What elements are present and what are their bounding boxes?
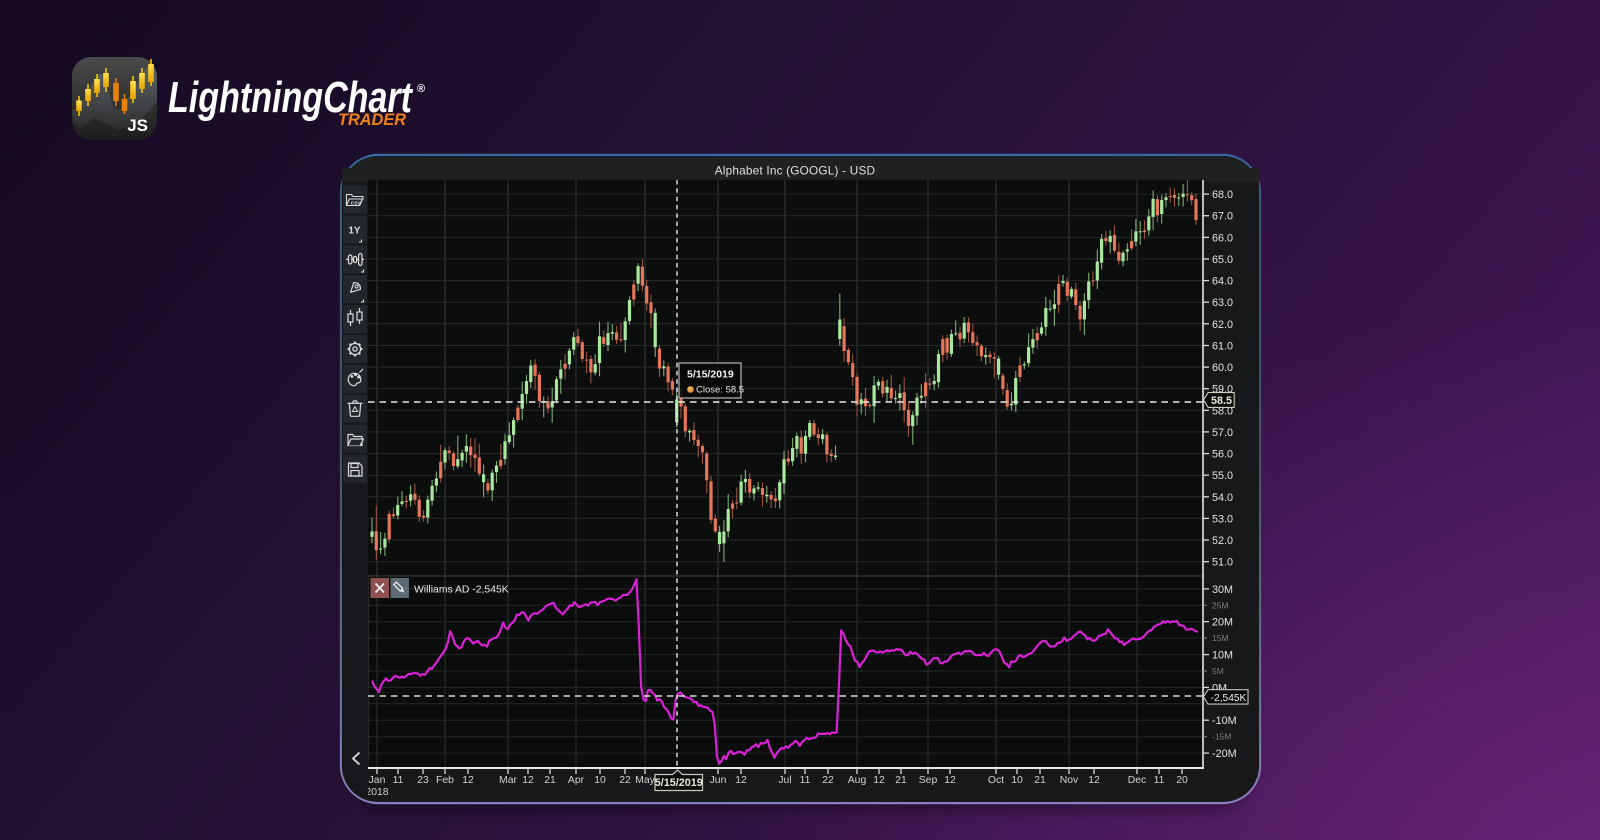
svg-text:2018: 2018 <box>365 787 388 798</box>
svg-text:25M: 25M <box>1212 600 1229 610</box>
svg-text:20M: 20M <box>1212 617 1233 629</box>
svg-text:12: 12 <box>944 775 956 786</box>
svg-text:-10M: -10M <box>1212 715 1237 727</box>
svg-text:12: 12 <box>735 775 747 786</box>
svg-text:12: 12 <box>1088 775 1100 786</box>
svg-text:21: 21 <box>544 775 556 786</box>
svg-text:22: 22 <box>822 775 834 786</box>
svg-text:21: 21 <box>895 775 907 786</box>
svg-text:68.0: 68.0 <box>1212 189 1233 201</box>
svg-text:Close: 58.5: Close: 58.5 <box>696 385 744 396</box>
svg-text:Mar: Mar <box>499 775 517 786</box>
svg-text:May: May <box>635 775 655 786</box>
svg-text:64.0: 64.0 <box>1212 276 1233 288</box>
svg-text:12: 12 <box>462 775 474 786</box>
svg-text:JS: JS <box>127 116 148 135</box>
svg-text:53.0: 53.0 <box>1212 513 1233 525</box>
svg-text:Williams AD -2,545K: Williams AD -2,545K <box>414 584 509 595</box>
svg-text:TRADER: TRADER <box>338 111 406 129</box>
svg-text:-2,545K: -2,545K <box>1211 693 1247 704</box>
svg-text:Sep: Sep <box>919 775 938 786</box>
svg-text:20: 20 <box>1176 775 1188 786</box>
svg-text:Feb: Feb <box>436 775 454 786</box>
svg-text:12: 12 <box>522 775 534 786</box>
svg-text:LightningChart: LightningChart <box>168 73 414 122</box>
svg-text:-15M: -15M <box>1212 732 1231 742</box>
svg-text:67.0: 67.0 <box>1212 211 1233 223</box>
svg-text:51.0: 51.0 <box>1212 557 1233 569</box>
svg-text:30M: 30M <box>1212 584 1233 596</box>
svg-text:10: 10 <box>594 775 606 786</box>
svg-text:66.0: 66.0 <box>1212 232 1233 244</box>
svg-text:5/15/2019: 5/15/2019 <box>655 777 703 789</box>
svg-text:11: 11 <box>1154 775 1165 786</box>
svg-text:-20M: -20M <box>1212 748 1237 760</box>
svg-text:5/15/2019: 5/15/2019 <box>687 369 734 381</box>
svg-text:11: 11 <box>393 775 404 786</box>
svg-text:Oct: Oct <box>988 775 1004 786</box>
svg-text:15M: 15M <box>1212 633 1229 643</box>
svg-text:10: 10 <box>1011 775 1023 786</box>
svg-text:22: 22 <box>619 775 631 786</box>
svg-text:54.0: 54.0 <box>1212 492 1233 504</box>
svg-text:Jul: Jul <box>778 775 791 786</box>
svg-text:58.0: 58.0 <box>1212 405 1233 417</box>
svg-text:55.0: 55.0 <box>1212 470 1233 482</box>
svg-text:1Y: 1Y <box>348 226 361 237</box>
svg-text:Jan: Jan <box>369 775 386 786</box>
svg-text:Jun: Jun <box>710 775 727 786</box>
svg-text:62.0: 62.0 <box>1212 319 1233 331</box>
svg-text:56.0: 56.0 <box>1212 449 1233 461</box>
svg-text:CSV: CSV <box>351 201 362 207</box>
svg-text:Aug: Aug <box>848 775 867 786</box>
svg-text:61.0: 61.0 <box>1212 341 1233 353</box>
svg-text:57.0: 57.0 <box>1212 427 1233 439</box>
svg-text:Apr: Apr <box>568 775 585 786</box>
svg-text:21: 21 <box>1034 775 1046 786</box>
svg-text:52.0: 52.0 <box>1212 535 1233 547</box>
svg-text:63.0: 63.0 <box>1212 297 1233 309</box>
svg-text:58.5: 58.5 <box>1211 395 1232 407</box>
svg-text:®: ® <box>417 83 425 95</box>
svg-text:65.0: 65.0 <box>1212 254 1233 266</box>
svg-text:23: 23 <box>417 775 429 786</box>
svg-text:5M: 5M <box>1212 666 1224 676</box>
svg-text:11: 11 <box>800 775 811 786</box>
svg-text:Nov: Nov <box>1060 775 1079 786</box>
svg-text:Alphabet Inc (GOOGL) - USD: Alphabet Inc (GOOGL) - USD <box>715 164 876 178</box>
svg-text:12: 12 <box>873 775 885 786</box>
svg-text:60.0: 60.0 <box>1212 362 1233 374</box>
svg-text:10M: 10M <box>1212 650 1233 662</box>
svg-text:Dec: Dec <box>1128 775 1146 786</box>
